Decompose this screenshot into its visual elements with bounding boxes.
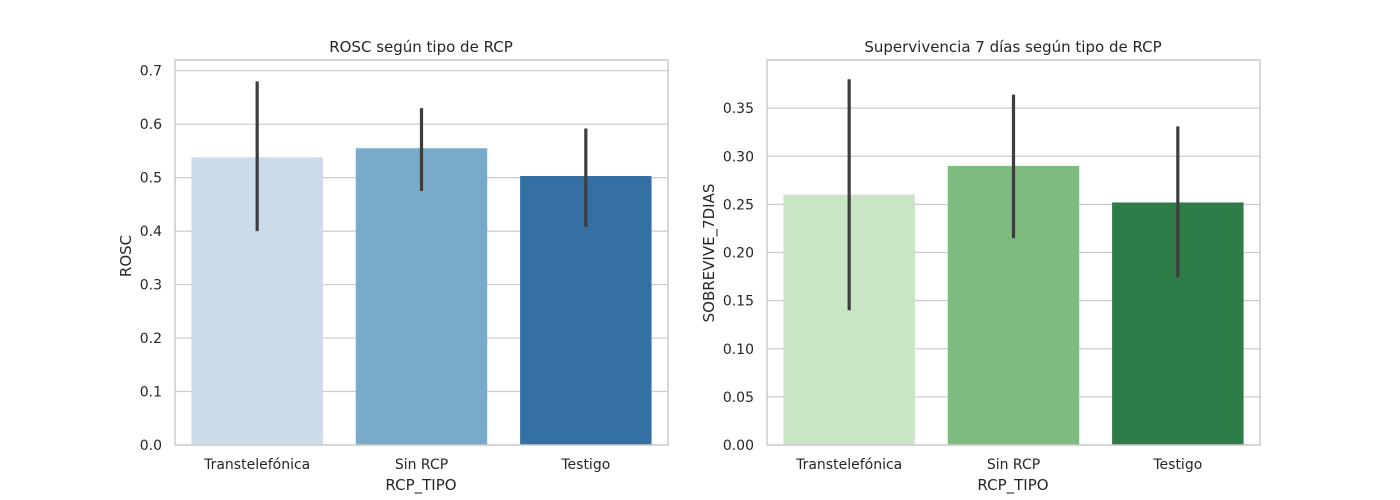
y-tick-label: 0.7 <box>140 64 162 80</box>
x-tick-label: Testigo <box>1152 457 1202 473</box>
y-tick-label: 0.10 <box>723 342 754 358</box>
x-tick-label: Transtelefónica <box>795 457 902 473</box>
y-axis-label: ROSC <box>117 235 135 277</box>
chart-panel-survival: Supervivencia 7 días según tipo de RCP S… <box>700 38 1261 495</box>
chart-panel-rosc: ROSC según tipo de RCP ROSC RCP_TIPO 0.0… <box>117 38 669 495</box>
y-axis-label: SOBREVIVE_7DIAS <box>700 184 719 323</box>
y-tick-label: 0.30 <box>723 149 754 165</box>
chart-title: Supervivencia 7 días según tipo de RCP <box>864 38 1161 56</box>
y-tick-label: 0.15 <box>723 294 754 310</box>
y-tick-label: 0.5 <box>140 171 162 187</box>
y-tick-label: 0.00 <box>723 438 754 454</box>
plot-frame <box>766 59 1261 446</box>
x-tick-label: Sin RCP <box>395 457 448 473</box>
x-tick-label: Testigo <box>560 457 610 473</box>
y-tick-label: 0.3 <box>140 278 162 294</box>
y-tick-label: 0.0 <box>140 438 162 454</box>
y-tick-label: 0.05 <box>723 390 754 406</box>
x-axis-label: RCP_TIPO <box>385 476 456 495</box>
y-tick-label: 0.20 <box>723 246 754 262</box>
plot-frame <box>174 59 669 446</box>
x-tick-label: Sin RCP <box>987 457 1040 473</box>
y-tick-label: 0.25 <box>723 197 754 213</box>
bar <box>355 148 488 445</box>
y-tick-label: 0.35 <box>723 101 754 117</box>
y-tick-label: 0.6 <box>140 117 162 133</box>
y-tick-label: 0.1 <box>140 385 162 401</box>
y-tick-label: 0.4 <box>140 224 162 240</box>
y-tick-label: 0.2 <box>140 331 162 347</box>
x-tick-label: Transtelefónica <box>203 457 310 473</box>
x-axis-label: RCP_TIPO <box>977 476 1048 495</box>
chart-title: ROSC según tipo de RCP <box>329 38 513 56</box>
